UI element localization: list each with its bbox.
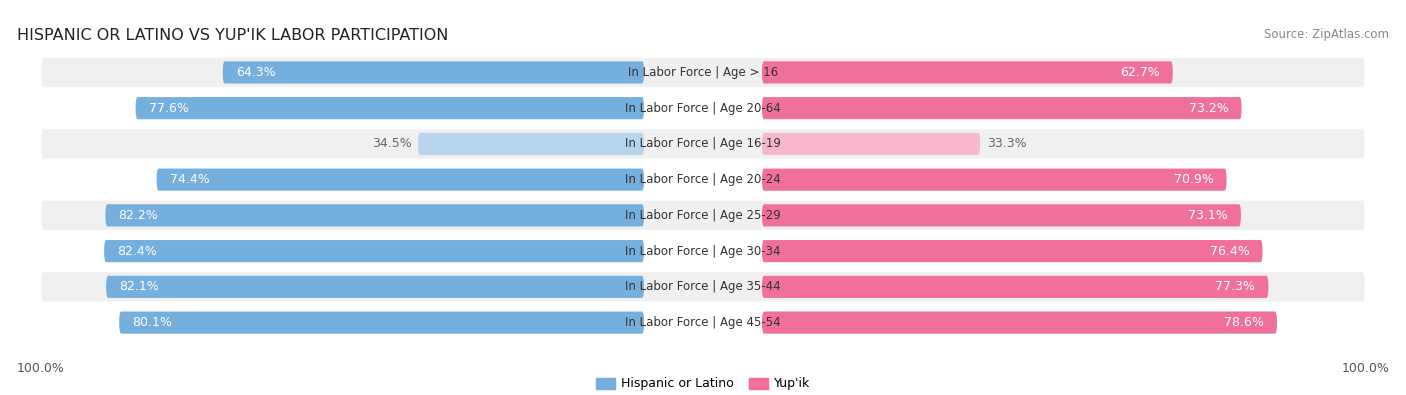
Text: In Labor Force | Age 20-24: In Labor Force | Age 20-24: [626, 173, 780, 186]
Text: 100.0%: 100.0%: [1341, 362, 1389, 375]
Text: 80.1%: 80.1%: [132, 316, 172, 329]
FancyBboxPatch shape: [41, 201, 1365, 230]
FancyBboxPatch shape: [41, 308, 1365, 337]
FancyBboxPatch shape: [41, 165, 1365, 194]
FancyBboxPatch shape: [762, 240, 1263, 262]
FancyBboxPatch shape: [135, 97, 644, 119]
FancyBboxPatch shape: [41, 58, 1365, 87]
Text: 34.5%: 34.5%: [371, 137, 412, 150]
FancyBboxPatch shape: [105, 204, 644, 226]
Text: 74.4%: 74.4%: [170, 173, 209, 186]
Text: 82.2%: 82.2%: [118, 209, 159, 222]
Text: In Labor Force | Age 30-34: In Labor Force | Age 30-34: [626, 245, 780, 258]
FancyBboxPatch shape: [104, 240, 644, 262]
FancyBboxPatch shape: [762, 204, 1241, 226]
FancyBboxPatch shape: [41, 129, 1365, 158]
Text: 73.2%: 73.2%: [1188, 102, 1229, 115]
Text: 82.4%: 82.4%: [117, 245, 157, 258]
Text: In Labor Force | Age 35-44: In Labor Force | Age 35-44: [626, 280, 780, 293]
FancyBboxPatch shape: [222, 61, 644, 83]
Text: 73.1%: 73.1%: [1188, 209, 1227, 222]
FancyBboxPatch shape: [762, 97, 1241, 119]
Text: HISPANIC OR LATINO VS YUP'IK LABOR PARTICIPATION: HISPANIC OR LATINO VS YUP'IK LABOR PARTI…: [17, 28, 449, 43]
FancyBboxPatch shape: [41, 272, 1365, 301]
Text: In Labor Force | Age 20-64: In Labor Force | Age 20-64: [626, 102, 780, 115]
FancyBboxPatch shape: [41, 237, 1365, 266]
Text: In Labor Force | Age 45-54: In Labor Force | Age 45-54: [626, 316, 780, 329]
Text: 64.3%: 64.3%: [236, 66, 276, 79]
Text: Source: ZipAtlas.com: Source: ZipAtlas.com: [1264, 28, 1389, 41]
Text: 33.3%: 33.3%: [987, 137, 1026, 150]
Text: 82.1%: 82.1%: [120, 280, 159, 293]
Text: In Labor Force | Age 16-19: In Labor Force | Age 16-19: [626, 137, 780, 150]
FancyBboxPatch shape: [41, 94, 1365, 123]
FancyBboxPatch shape: [762, 169, 1226, 191]
Text: 78.6%: 78.6%: [1225, 316, 1264, 329]
FancyBboxPatch shape: [156, 169, 644, 191]
Text: 70.9%: 70.9%: [1174, 173, 1213, 186]
Text: 77.6%: 77.6%: [149, 102, 188, 115]
Text: In Labor Force | Age > 16: In Labor Force | Age > 16: [628, 66, 778, 79]
FancyBboxPatch shape: [762, 276, 1268, 298]
Text: 62.7%: 62.7%: [1121, 66, 1160, 79]
Legend: Hispanic or Latino, Yup'ik: Hispanic or Latino, Yup'ik: [591, 372, 815, 395]
Text: In Labor Force | Age 25-29: In Labor Force | Age 25-29: [626, 209, 780, 222]
FancyBboxPatch shape: [762, 133, 980, 155]
Text: 76.4%: 76.4%: [1209, 245, 1250, 258]
FancyBboxPatch shape: [120, 312, 644, 334]
FancyBboxPatch shape: [762, 61, 1173, 83]
Text: 100.0%: 100.0%: [17, 362, 65, 375]
FancyBboxPatch shape: [418, 133, 644, 155]
FancyBboxPatch shape: [762, 312, 1277, 334]
FancyBboxPatch shape: [105, 276, 644, 298]
Text: 77.3%: 77.3%: [1215, 280, 1256, 293]
